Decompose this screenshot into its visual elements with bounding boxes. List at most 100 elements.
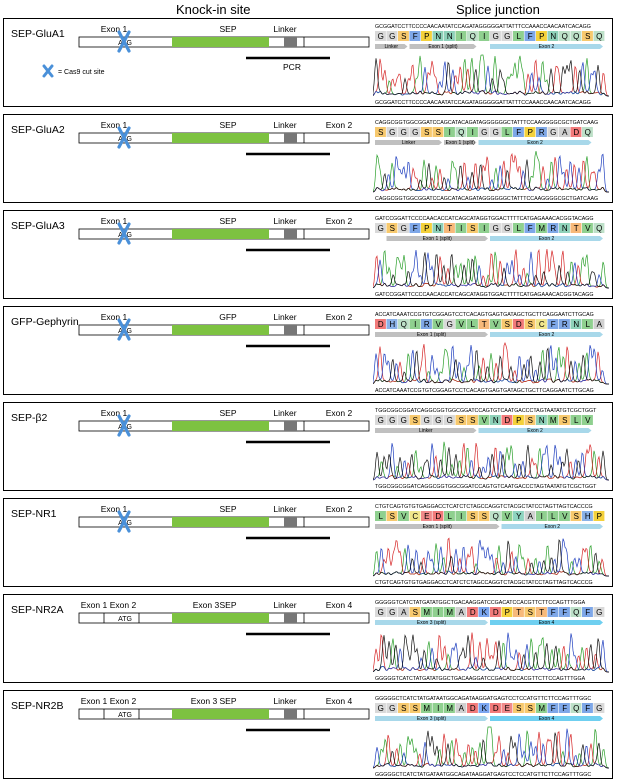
exon-annotation-label: Exon 4	[539, 620, 555, 626]
aa-cell	[570, 31, 582, 41]
exon-annotation-bar	[490, 716, 603, 721]
aa-cell	[432, 127, 444, 137]
aa-letter: S	[436, 128, 441, 137]
aa-letter: I	[472, 128, 474, 137]
cas9-legend-icon	[42, 64, 54, 78]
aa-cell	[582, 319, 593, 329]
cas9-cut-icon	[117, 510, 131, 533]
aa-cell	[478, 511, 490, 521]
aa-letter: V	[562, 512, 568, 521]
aa-cell	[547, 415, 559, 425]
aa-cell	[501, 607, 513, 617]
aa-cell	[536, 607, 547, 617]
label-linker: Linker	[273, 216, 296, 226]
splice-panel: GGGGGCTCATCTATGATAATGGCAGATAAGGATGAGTCCT…	[373, 696, 609, 778]
aa-cell	[398, 31, 409, 41]
aa-letter: F	[528, 32, 533, 41]
sequence-top: CAGGCGGTGGCGGATCCAGCATACAGATAGGGGGGCTATT…	[375, 120, 598, 126]
splice-panel: CTGTCAGTGTGTGAGGACCTCATCTCTAGCCAGGTCTACG…	[373, 504, 609, 586]
sequence-top: TGGCGGCGGATCAGGCGGTGGCGGATCCAGTGTCAATGAC…	[375, 408, 597, 414]
aa-letter: L	[448, 512, 453, 521]
aa-letter: L	[574, 416, 579, 425]
label-tag: SEP	[219, 600, 236, 610]
aa-letter: S	[470, 224, 475, 233]
aa-cell	[570, 511, 582, 521]
chromatogram-trace	[373, 159, 609, 193]
aa-cell	[409, 31, 421, 41]
aa-cell	[524, 31, 536, 41]
exon-annotation-bar	[490, 332, 603, 337]
sequence-bottom: CTGTCAGTGTGTGAGGACCTCATCTCTAGCCAGGTCTACG…	[375, 580, 593, 586]
aa-cell	[478, 607, 490, 617]
chromatogram-trace	[373, 730, 609, 769]
aa-letter: P	[424, 32, 429, 41]
exon-annotation-bar	[490, 620, 603, 625]
cas9-legend-text: = Cas9 cut site	[58, 69, 105, 76]
aa-letter: G	[389, 704, 395, 713]
aa-cell	[444, 607, 455, 617]
aa-letter: I	[460, 32, 462, 41]
splice-panel: ACCATCAAATCCGTGTCGGAGTCCTCACAGTGAGTGATAG…	[373, 312, 609, 394]
aa-letter: R	[539, 128, 545, 137]
aa-cell	[398, 511, 409, 521]
aa-cell	[513, 415, 524, 425]
aa-letter: G	[447, 416, 453, 425]
aa-cell	[582, 511, 593, 521]
aa-cell	[409, 703, 421, 713]
aa-letter: Q	[562, 32, 568, 41]
aa-cell	[386, 223, 398, 233]
exon-annotation-label: Exon 1 (split)	[417, 332, 447, 338]
label-linker: Linker	[273, 504, 296, 514]
exon-annotation-bar	[375, 428, 477, 433]
aa-letter: D	[470, 704, 476, 713]
exon-annotation-bar	[375, 524, 500, 529]
aa-cell	[490, 319, 501, 329]
aa-cell	[513, 511, 524, 521]
aa-letter: M	[423, 608, 430, 617]
aa-letter: S	[528, 320, 533, 329]
label-last: Exon 4	[326, 600, 353, 610]
aa-letter: A	[562, 128, 568, 137]
aa-cell	[501, 223, 513, 233]
aa-letter: V	[493, 320, 499, 329]
aa-letter: V	[505, 512, 511, 521]
aa-letter: S	[516, 704, 521, 713]
aa-letter: M	[538, 224, 545, 233]
aa-letter: H	[585, 512, 591, 521]
aa-letter: G	[424, 416, 430, 425]
aa-letter: G	[493, 32, 499, 41]
aa-letter: S	[528, 608, 533, 617]
aa-letter: G	[389, 128, 395, 137]
exon-annotation-label: Exon 4	[539, 716, 555, 722]
label-e2: Exon 2	[110, 696, 137, 706]
aa-letter: G	[389, 416, 395, 425]
cas9-cut-icon	[117, 30, 131, 53]
tag-box	[172, 517, 269, 527]
aa-letter: P	[539, 32, 544, 41]
aa-cell	[593, 31, 605, 41]
aa-cell	[421, 319, 432, 329]
exon-annotation-bar	[375, 332, 488, 337]
aa-cell	[593, 223, 605, 233]
aa-letter: S	[574, 512, 579, 521]
aa-cell	[375, 127, 386, 137]
label-linker: Linker	[273, 696, 296, 706]
aa-cell	[375, 31, 386, 41]
aa-letter: G	[596, 608, 602, 617]
exon-annotation-label: Exon 2	[539, 236, 555, 242]
aa-cell	[386, 703, 398, 713]
knockin-schematic: Exon 1ATGGFPLinkerExon 2	[78, 312, 370, 348]
aa-cell	[421, 607, 432, 617]
aa-letter: K	[482, 608, 488, 617]
aa-cell	[513, 607, 524, 617]
aa-letter: S	[585, 32, 590, 41]
construct-name: SEP-NR1	[11, 508, 57, 520]
aa-cell	[467, 31, 478, 41]
exon-annotation-label: Exon 2	[527, 428, 543, 434]
label-atg: ATG	[118, 712, 132, 719]
aa-letter: A	[597, 320, 603, 329]
aa-cell	[547, 607, 559, 617]
aa-cell	[444, 127, 455, 137]
linker-box	[284, 133, 297, 143]
